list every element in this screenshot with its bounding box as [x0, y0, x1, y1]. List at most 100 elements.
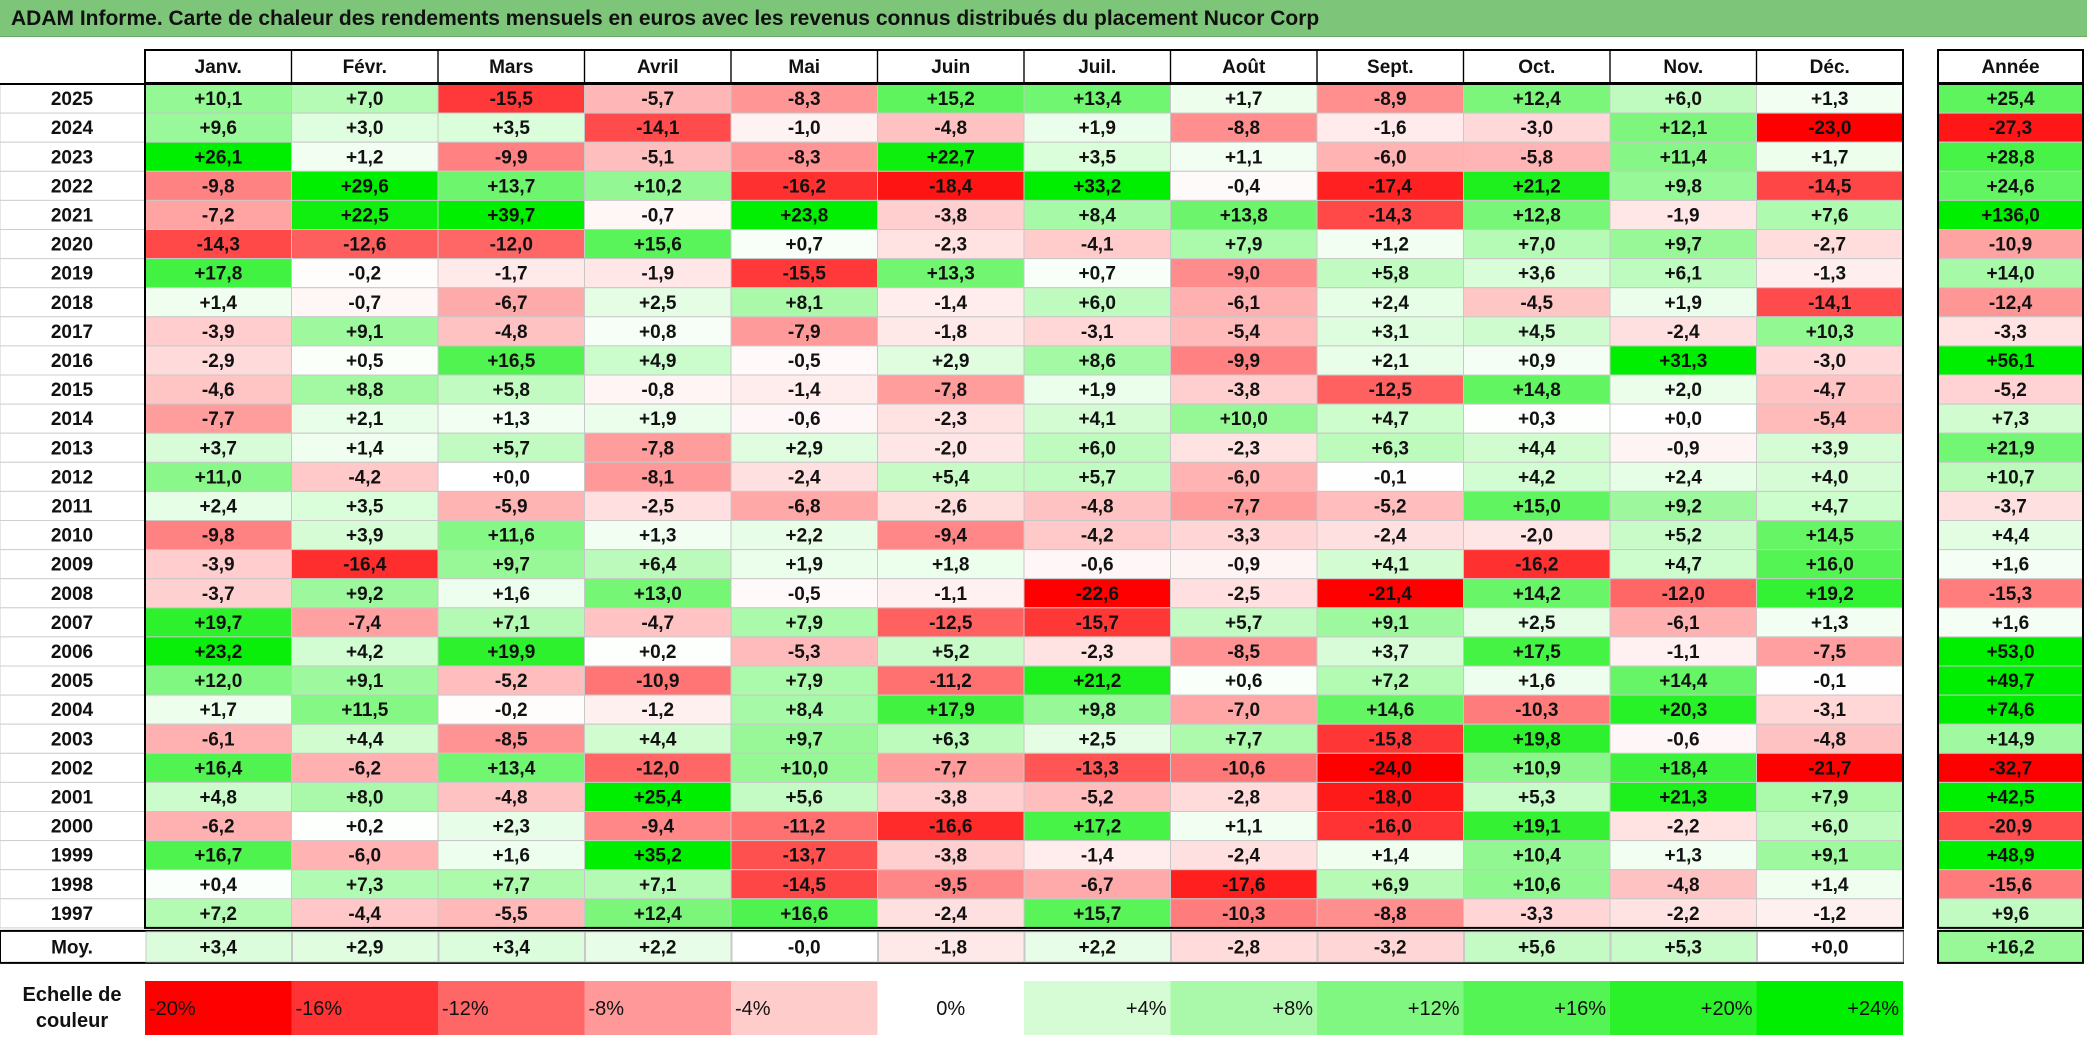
- heatmap-cell: [1023, 665, 1171, 696]
- heatmap-cell-value: +9,1: [346, 671, 384, 692]
- heatmap-cell: [1609, 781, 1757, 813]
- heatmap-cell: [1609, 287, 1757, 318]
- heatmap-cell: [1609, 869, 1757, 900]
- heatmap-cell: [1170, 170, 1318, 201]
- heatmap-cell-value: +12,0: [194, 671, 242, 692]
- heatmap-cell-value: +1,3: [1811, 613, 1849, 634]
- heatmap-cell-value: -4,7: [1813, 380, 1846, 401]
- heatmap-cell-value: +1,3: [1664, 846, 1702, 867]
- heatmap-cell-value: +3,5: [492, 118, 530, 139]
- heatmap-cell-value: +9,8: [1664, 176, 1702, 197]
- heatmap-cell-value: -18,4: [929, 176, 973, 197]
- heatmap-cell-value: +2,5: [639, 293, 677, 314]
- row-label-cell: [0, 665, 146, 696]
- heatmap-cell-value: +19,1: [1513, 817, 1562, 838]
- heatmap-cell: [1756, 578, 1904, 609]
- heatmap-cell: [437, 578, 585, 609]
- heatmap-cell-value: -14,1: [1808, 293, 1852, 314]
- month-header-label: Mars: [489, 57, 533, 78]
- color-scale-swatch: [1317, 981, 1464, 1035]
- average-cell: [145, 931, 292, 963]
- heatmap-cell: [144, 170, 292, 201]
- heatmap-cell: [730, 752, 878, 783]
- row-label-cell: [0, 374, 146, 405]
- heatmap-cell-value: -0,8: [641, 380, 674, 401]
- heatmap-cell: [584, 374, 732, 405]
- average-cell-value: -0,0: [788, 937, 821, 958]
- heatmap-cell: [730, 665, 878, 696]
- heatmap-cell: [730, 694, 878, 725]
- heatmap-cell: [730, 578, 878, 609]
- heatmap-cell: [1316, 258, 1464, 289]
- year-column-frame: [1937, 83, 2084, 929]
- heatmap-cell-value: -2,5: [641, 496, 674, 517]
- heatmap-cell-value: +15,0: [1513, 496, 1561, 517]
- heatmap-cell: [1023, 811, 1171, 842]
- heatmap-cell-value: +2,1: [1371, 351, 1409, 372]
- heatmap-cell: [1463, 520, 1611, 551]
- heatmap-cell: [730, 636, 878, 667]
- heatmap-cell-value: -7,8: [934, 380, 967, 401]
- heatmap-cell-value: -10,3: [1515, 700, 1558, 721]
- heatmap-cell: [584, 607, 732, 638]
- heatmap-cell-value: -7,4: [348, 613, 381, 634]
- heatmap-cell-value: -0,5: [788, 351, 821, 372]
- heatmap-cell-value: -1,7: [495, 264, 528, 285]
- heatmap-cell-value: -16,0: [1369, 817, 1412, 838]
- heatmap-cell-value: -4,8: [934, 118, 967, 139]
- heatmap-cell: [437, 694, 585, 725]
- color-scale-swatch: [1463, 981, 1610, 1035]
- heatmap-cell-value: +10,4: [1513, 846, 1562, 867]
- heatmap-cell: [1316, 898, 1464, 929]
- heatmap-cell-value: -1,4: [934, 293, 967, 314]
- heatmap-cell: [291, 432, 439, 463]
- heatmap-cell: [1463, 694, 1611, 725]
- heatmap-cell-value: -1,4: [788, 380, 821, 401]
- color-scale-swatch: [1024, 981, 1171, 1035]
- heatmap-cell-value: -7,7: [1227, 496, 1260, 517]
- heatmap-cell-value: +1,3: [1811, 89, 1849, 110]
- heatmap-cell-value: +39,7: [487, 205, 535, 226]
- heatmap-cell: [291, 723, 439, 754]
- heatmap-cell-value: -2,4: [1227, 846, 1260, 867]
- row-label-cell: [0, 258, 146, 289]
- heatmap-cell: [1463, 549, 1611, 580]
- heatmap-cell: [584, 840, 732, 871]
- heatmap-cell-value: +8,4: [785, 700, 823, 721]
- heatmap-cell-value: -2,5: [1227, 584, 1260, 605]
- color-scale-stop-label: -8%: [589, 998, 625, 1020]
- heatmap-cell-value: -2,4: [1667, 322, 1700, 343]
- heatmap-cell-value: +9,2: [346, 584, 384, 605]
- heatmap-cell-value: -8,5: [1227, 642, 1260, 663]
- heatmap-cell-value: -2,4: [934, 904, 967, 925]
- average-cell: [1024, 931, 1171, 963]
- heatmap-cell-value: -9,4: [934, 526, 967, 547]
- heatmap-cell: [1316, 170, 1464, 201]
- heatmap-cell: [584, 199, 732, 230]
- heatmap-cell: [291, 752, 439, 783]
- heatmap-cell-value: -5,7: [641, 89, 674, 110]
- month-header-label: Avril: [637, 57, 679, 78]
- heatmap-cell-value: +5,4: [932, 467, 970, 488]
- heatmap-cell: [437, 898, 585, 929]
- heatmap-cell: [1023, 170, 1171, 201]
- heatmap-cell-value: +6,4: [639, 555, 677, 576]
- heatmap-cell-value: -3,8: [934, 846, 967, 867]
- heatmap-cell-value: +0,3: [1518, 409, 1556, 430]
- heatmap-cell: [1170, 258, 1318, 289]
- heatmap-cell-value: -14,5: [783, 875, 827, 896]
- heatmap-cell-value: +4,8: [199, 787, 237, 808]
- heatmap-cell: [437, 287, 585, 318]
- heatmap-cell: [1609, 432, 1757, 463]
- heatmap-cell: [1023, 578, 1171, 609]
- heatmap-cell-value: +12,1: [1659, 118, 1708, 139]
- month-header-label: Juil.: [1078, 57, 1116, 78]
- heatmap-cell: [877, 258, 1025, 289]
- heatmap-cell-value: -24,0: [1369, 758, 1412, 779]
- heatmap-cell-value: -0,7: [348, 293, 381, 314]
- heatmap-cell-value: +6,0: [1078, 438, 1116, 459]
- heatmap-cell-value: -8,9: [1374, 89, 1407, 110]
- heatmap-cell-value: -7,0: [1227, 700, 1260, 721]
- heatmap-cell-value: -2,2: [1667, 904, 1700, 925]
- heatmap-cell: [1609, 578, 1757, 609]
